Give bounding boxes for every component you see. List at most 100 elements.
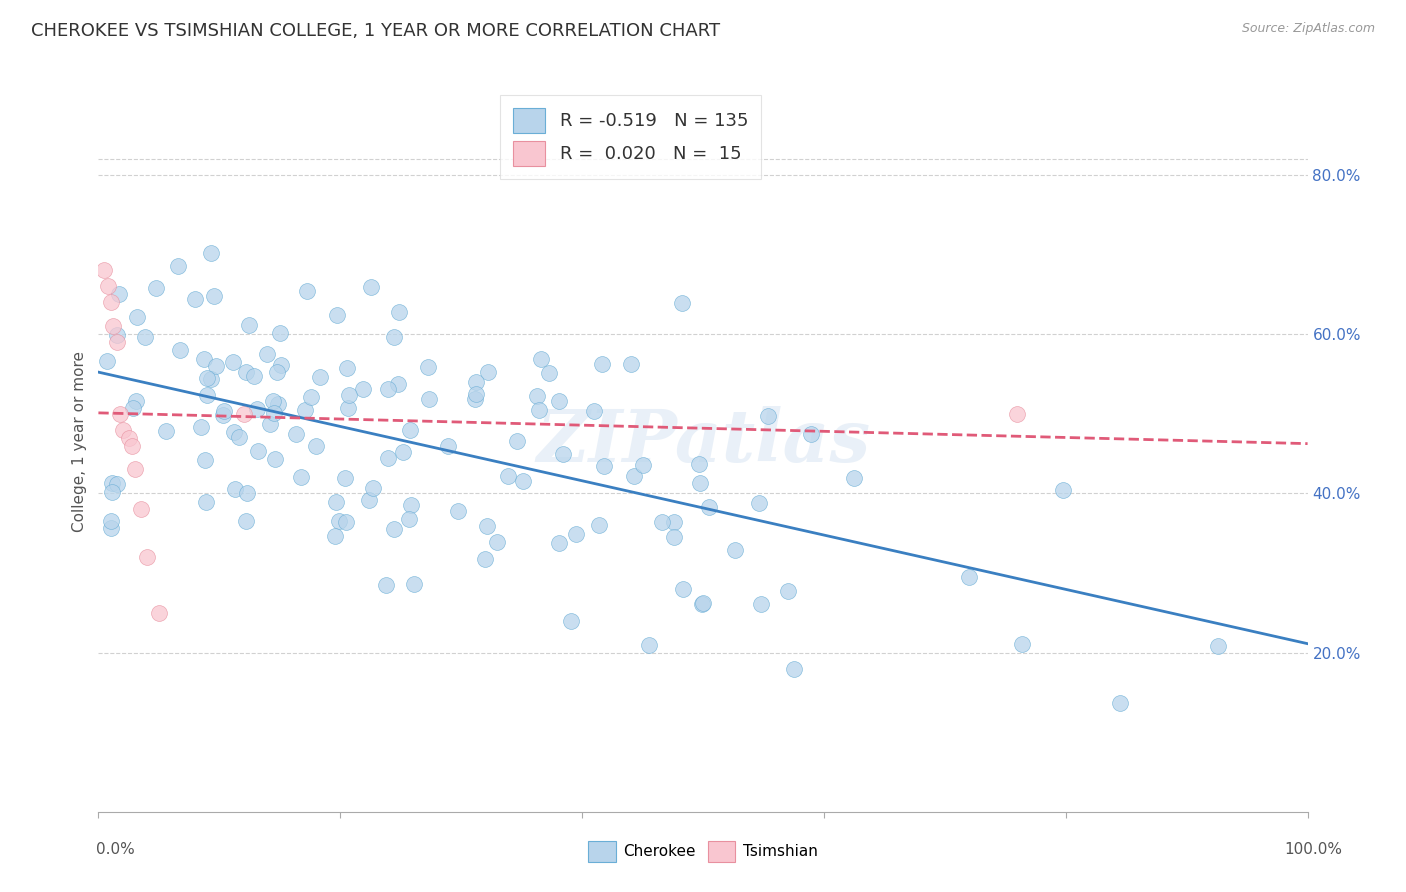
Point — [134, 330, 156, 344]
Point — [361, 481, 384, 495]
Point — [101, 319, 124, 334]
Point — [374, 577, 396, 591]
Point — [399, 423, 422, 437]
Point — [108, 287, 131, 301]
Point — [548, 394, 571, 409]
Point — [537, 366, 560, 380]
Point — [105, 328, 128, 343]
Point — [548, 536, 571, 550]
Point — [591, 357, 613, 371]
Point — [246, 443, 269, 458]
Point — [129, 502, 152, 516]
Point — [776, 584, 799, 599]
Point — [222, 425, 245, 440]
Point — [169, 343, 191, 358]
Point — [238, 318, 260, 333]
Point — [326, 308, 349, 322]
Text: 100.0%: 100.0% — [1285, 842, 1343, 856]
Point — [100, 521, 122, 535]
Point — [336, 401, 359, 415]
Point — [633, 458, 655, 473]
Point — [477, 364, 499, 378]
Text: 0.0%: 0.0% — [96, 842, 135, 856]
Point — [212, 403, 235, 417]
Point — [228, 430, 250, 444]
Point — [486, 534, 509, 549]
Point — [93, 263, 115, 277]
Y-axis label: College, 1 year or more: College, 1 year or more — [72, 351, 87, 532]
Point — [166, 259, 188, 273]
Point — [382, 329, 405, 343]
Point — [496, 469, 519, 483]
Point — [328, 515, 350, 529]
Point — [118, 431, 141, 445]
Point — [1007, 407, 1029, 421]
Point — [262, 394, 284, 409]
Point — [190, 419, 212, 434]
Point — [194, 452, 217, 467]
Point — [294, 403, 316, 417]
Point — [100, 476, 122, 491]
Point — [125, 310, 148, 324]
Point — [565, 526, 588, 541]
Point — [97, 279, 120, 293]
Point — [505, 434, 527, 449]
Point — [184, 292, 207, 306]
Point — [593, 458, 616, 473]
Point — [527, 403, 550, 417]
Point — [323, 529, 346, 543]
Point — [512, 474, 534, 488]
Point — [200, 372, 222, 386]
Point — [360, 280, 382, 294]
Point — [844, 471, 866, 485]
Legend: Cherokee, Tsimshian: Cherokee, Tsimshian — [582, 834, 824, 868]
Point — [418, 392, 440, 406]
Point — [195, 388, 218, 402]
Point — [325, 495, 347, 509]
Point — [259, 417, 281, 431]
Point — [664, 530, 686, 544]
Point — [957, 569, 980, 583]
Point — [195, 371, 218, 385]
Point — [200, 246, 222, 260]
Point — [689, 476, 711, 491]
Point — [333, 471, 356, 485]
Point — [155, 424, 177, 438]
Legend: R = -0.519   N = 135, R =  0.020   N =  15: R = -0.519 N = 135, R = 0.020 N = 15 — [501, 95, 761, 178]
Point — [446, 504, 468, 518]
Point — [688, 457, 710, 471]
Point — [387, 377, 409, 392]
Point — [377, 383, 399, 397]
Point — [256, 347, 278, 361]
Point — [100, 514, 122, 528]
Point — [352, 383, 374, 397]
Point — [269, 326, 291, 340]
Point — [690, 598, 713, 612]
Point — [222, 355, 245, 369]
Point — [692, 595, 714, 609]
Point — [295, 284, 318, 298]
Point — [148, 606, 170, 620]
Point — [266, 397, 288, 411]
Point — [266, 365, 288, 379]
Point — [399, 498, 422, 512]
Point — [125, 393, 148, 408]
Point — [749, 597, 772, 611]
Point — [672, 582, 695, 596]
Point — [359, 492, 381, 507]
Point — [108, 407, 131, 421]
Point — [582, 404, 605, 418]
Point — [135, 549, 157, 564]
Point — [263, 406, 285, 420]
Point — [96, 353, 118, 368]
Text: Source: ZipAtlas.com: Source: ZipAtlas.com — [1241, 22, 1375, 36]
Point — [551, 447, 574, 461]
Point — [270, 358, 292, 372]
Point — [1052, 483, 1074, 498]
Point — [204, 359, 226, 373]
Text: ZIPatlas: ZIPatlas — [536, 406, 870, 477]
Point — [748, 496, 770, 510]
Point — [783, 662, 806, 676]
Point — [800, 427, 823, 442]
Point — [620, 357, 643, 371]
